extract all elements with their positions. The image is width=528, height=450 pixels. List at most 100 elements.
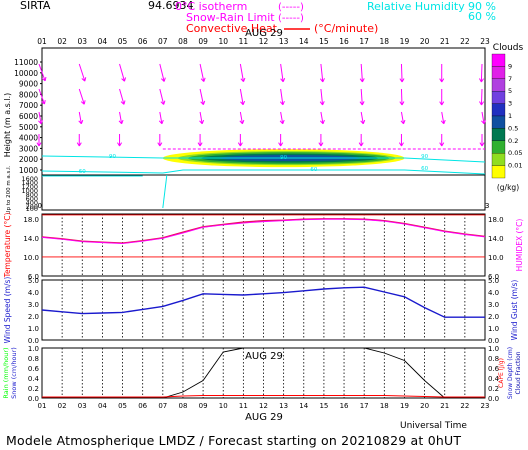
wind-arrow — [237, 134, 243, 147]
station-code: 94.6934 — [148, 0, 194, 12]
wind-arrow — [197, 134, 203, 147]
wind-y-tick-right: 2.0 — [488, 313, 499, 321]
wind-y-tick: 4.0 — [28, 289, 39, 297]
hour-tick-top: 09 — [198, 37, 208, 46]
cloud-colorbar: Clouds 9 7 5 3 1 0.5 0.2 0.05 0.01 (g/kg) — [491, 43, 524, 192]
hour-tick-top: 04 — [98, 37, 108, 46]
hour-tick-bottom: 23 — [481, 402, 490, 410]
rh-contour-label: 60 — [421, 166, 428, 172]
hour-tick-top: 21 — [440, 37, 450, 46]
colorbar-tick: 5 — [508, 87, 512, 95]
colorbar-swatch — [491, 140, 506, 154]
low-height-tick-label: 1000 — [21, 187, 38, 195]
low-height-axis-label: Up to 200 m a.s.l. — [6, 165, 12, 214]
hour-tick-top: 07 — [158, 37, 168, 46]
temperature-y-tick-right: 14.0 — [488, 235, 504, 243]
wind-arrow — [38, 111, 43, 125]
hour-tick-top: 13 — [279, 37, 289, 46]
rain-y-tick-right: 0.2 — [488, 385, 499, 393]
temperature-series-line — [41, 218, 486, 244]
low-height-tick-label: 200 — [26, 203, 38, 211]
rh-contour-vertical — [162, 174, 168, 209]
wind-arrow — [319, 63, 325, 83]
wind-arrow — [478, 63, 484, 83]
colorbar-swatch — [491, 91, 506, 104]
rain-y-tick: 0.2 — [28, 385, 39, 393]
rain-y-tick: 0.4 — [28, 375, 40, 383]
hour-tick-bottom: 14 — [299, 402, 308, 410]
hour-tick-top: 11 — [239, 37, 249, 46]
low-height-tick-label: 800 — [26, 191, 38, 199]
wind-arrow — [239, 88, 246, 106]
rain-y-tick: 1.0 — [28, 345, 39, 353]
wind-arrow — [78, 111, 84, 125]
colorbar-swatch — [491, 103, 506, 117]
wind-arrow — [36, 134, 42, 147]
wind-arrow — [159, 63, 166, 82]
legend-isotherm-dash: (-----) — [278, 2, 304, 13]
wind-arrow — [399, 63, 405, 83]
rain-y-tick: 0.0 — [28, 395, 39, 403]
hour-tick-bottom: 05 — [118, 402, 127, 410]
height-tick-label: 3000 — [19, 144, 38, 153]
hour-tick-top: 05 — [118, 37, 128, 46]
rh-contour-60 — [41, 169, 486, 175]
wind-arrow — [358, 134, 364, 147]
colorbar-swatch — [491, 53, 506, 67]
wind-arrow — [38, 63, 47, 82]
colorbar-swatch — [491, 128, 506, 141]
hour-tick-top: 22 — [460, 37, 470, 46]
hour-tick-bottom: 17 — [360, 402, 369, 410]
hour-tick-top: 06 — [138, 37, 148, 46]
height-tick-label: 1000 — [19, 166, 38, 175]
hour-tick-top: 19 — [400, 37, 410, 46]
hour-tick-bottom: 20 — [420, 402, 429, 410]
rh-contour-90 — [41, 155, 486, 163]
wind-arrow — [360, 111, 366, 125]
wind-speed-line — [41, 286, 485, 318]
wind-y-tick-right: 5.0 — [488, 277, 499, 285]
wind-arrow — [479, 134, 485, 147]
rain-panel: 0.0 0.2 0.4 0.6 0.8 1.0 0.0 0.2 0.4 0.6 0.8 1.0 AUG … — [2, 345, 522, 403]
wind-arrow — [481, 111, 486, 125]
wind-y-tick-right: 4.0 — [488, 289, 499, 297]
low-height-tick-label: 400 — [26, 199, 38, 207]
temperature-panel: 6.0 10.0 14.0 18.0 6.0 10.0 14.0 18.0 Temperatur… — [3, 213, 524, 281]
low-height-tick-label: 100 — [26, 205, 38, 213]
hour-tick-top: 01 — [37, 37, 47, 46]
wind-y-tick: 5.0 — [28, 277, 39, 285]
wind-arrow — [239, 111, 245, 125]
rain-y-tick-right: 0.6 — [488, 365, 500, 373]
hour-tick-bottom: 15 — [319, 402, 328, 410]
wind-arrow — [38, 88, 46, 105]
wind-y-tick: 0.0 — [28, 337, 39, 345]
wind-y-tick-right: 1.0 — [488, 325, 499, 333]
wind-arrow — [239, 63, 246, 83]
legend-snow-dash: (-----) — [278, 13, 304, 24]
legend-rh-90: 90 % — [468, 0, 496, 13]
hour-tick-bottom: 11 — [239, 402, 248, 410]
wind-panel: 0.0 1.0 2.0 3.0 4.0 5.0 0.0 1.0 2.0 3.0 4.0 5.0 Wind… — [3, 277, 519, 345]
wind-arrow — [359, 63, 365, 83]
hour-tick-top: 20 — [420, 37, 430, 46]
hour-tick-top: 12 — [259, 37, 269, 46]
temperature-y-tick: 14.0 — [23, 235, 39, 243]
height-tick-label: 7000 — [19, 101, 38, 110]
low-height-tick-label: 1400 — [21, 179, 38, 187]
wind-arrow — [78, 88, 86, 105]
hour-tick-top: 18 — [380, 37, 390, 46]
wind-y-tick: 1.0 — [28, 325, 39, 333]
colorbar-tick: 0.05 — [508, 149, 522, 157]
hour-tick-bottom: 04 — [98, 402, 107, 410]
colorbar-tick: 7 — [508, 75, 512, 83]
date-label-bottom: AUG 29 — [245, 412, 283, 423]
wind-arrow — [398, 134, 404, 147]
temperature-y-tick: 10.0 — [23, 254, 39, 262]
wind-y-tick-right: 3.0 — [488, 301, 499, 309]
hour-tick-bottom: 08 — [178, 402, 187, 410]
rain-axis-label: Rain (mm/hour) — [2, 347, 10, 398]
legend-conv: Convective Heat — [186, 22, 278, 35]
hour-tick-bottom: 12 — [259, 402, 268, 410]
wind-arrow — [118, 111, 124, 125]
